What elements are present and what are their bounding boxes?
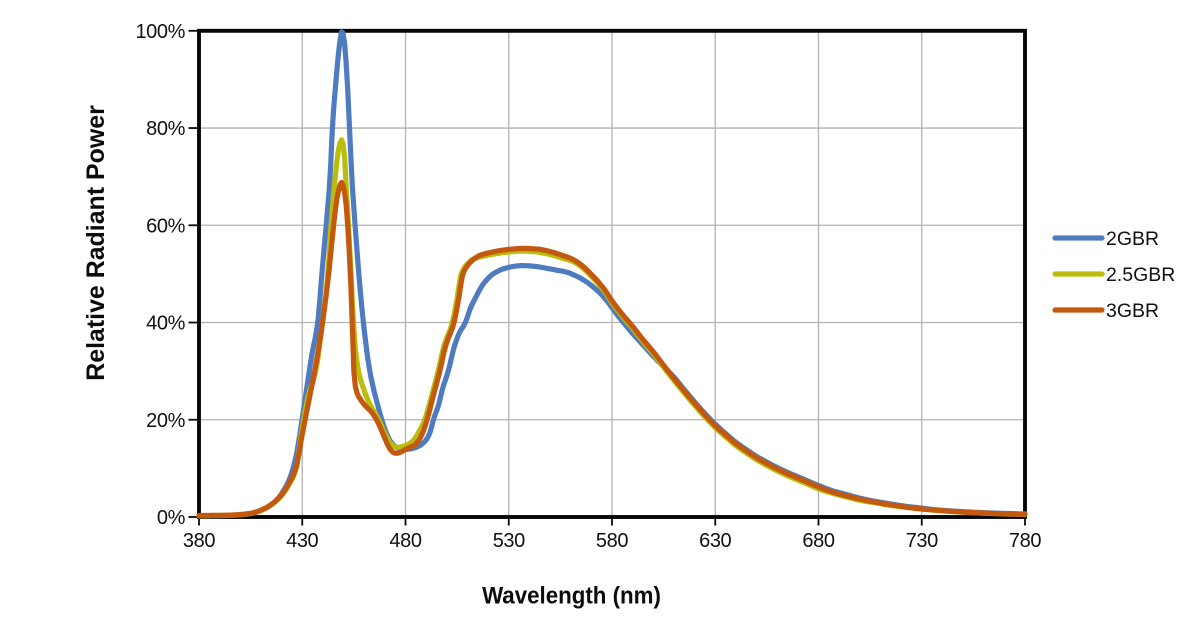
svg-text:40%: 40% (146, 313, 185, 335)
svg-text:430: 430 (286, 530, 318, 552)
svg-text:680: 680 (802, 530, 834, 552)
svg-text:480: 480 (389, 530, 421, 552)
svg-text:20%: 20% (146, 410, 185, 432)
svg-text:2GBR: 2GBR (1106, 228, 1159, 250)
svg-text:100%: 100% (135, 21, 185, 43)
svg-text:2.5GBR: 2.5GBR (1106, 264, 1175, 286)
svg-text:530: 530 (493, 530, 525, 552)
svg-text:80%: 80% (146, 118, 185, 140)
svg-text:60%: 60% (146, 216, 185, 238)
svg-text:630: 630 (699, 530, 731, 552)
svg-text:380: 380 (183, 530, 215, 552)
svg-text:730: 730 (906, 530, 938, 552)
svg-text:0%: 0% (157, 507, 186, 529)
svg-text:3GBR: 3GBR (1106, 300, 1159, 322)
svg-text:780: 780 (1009, 530, 1041, 552)
svg-text:Relative Radiant Power: Relative Radiant Power (82, 105, 110, 381)
svg-text:580: 580 (596, 530, 628, 552)
svg-text:Wavelength (nm): Wavelength (nm) (482, 582, 661, 609)
